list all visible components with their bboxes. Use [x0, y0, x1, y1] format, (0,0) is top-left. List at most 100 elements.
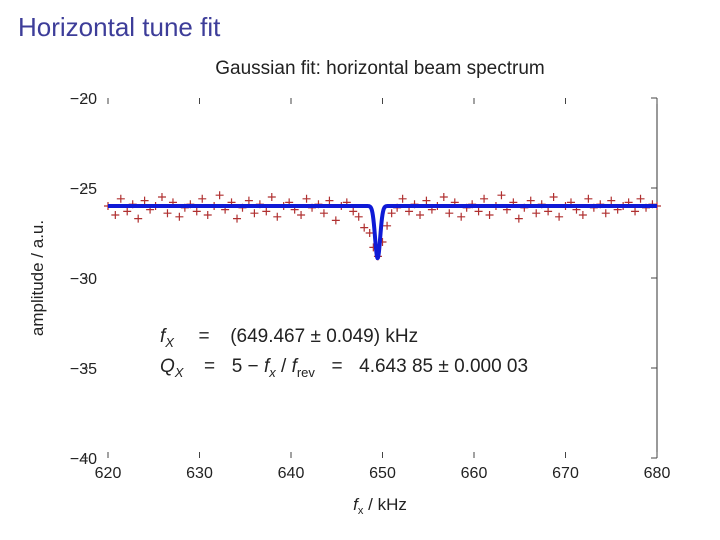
ann2-var: Q: [160, 356, 175, 377]
data-point: [549, 193, 558, 201]
ann2-const: 5: [231, 356, 243, 377]
ann1-err: 0.049: [326, 326, 374, 347]
ann2-rsub: rev: [296, 364, 315, 380]
ann2-value: 4.643 85: [359, 356, 434, 377]
data-point: [601, 209, 610, 218]
gaussian-fit-line: [106, 204, 659, 261]
data-point: [584, 194, 593, 203]
ann2-err: 0.000 03: [454, 356, 529, 377]
ann2-minus: −: [247, 356, 259, 377]
ann2-eq2: =: [331, 356, 343, 377]
data-point: [175, 212, 184, 221]
data-point: [349, 207, 358, 216]
x-tick-label: 630: [186, 465, 213, 482]
fit-result-line-2: QX = 5 − fx / frev = 4.643 85 ± 0.000 03: [160, 356, 528, 380]
data-point: [267, 193, 276, 201]
data-point: [244, 196, 253, 205]
y-tick-label: −30: [70, 271, 97, 288]
data-point: [526, 196, 535, 205]
data-point: [215, 191, 224, 200]
data-point: [422, 196, 431, 205]
x-tick-label: 660: [461, 465, 488, 482]
fit-result-line-1: fX = (649.467 ± 0.049) kHz: [160, 326, 418, 350]
slide-title: Horizontal tune fit: [18, 12, 221, 42]
data-point: [405, 207, 414, 216]
ann1-var: f: [160, 326, 166, 347]
data-point: [445, 209, 454, 218]
data-point: [480, 194, 489, 203]
data-point: [555, 212, 564, 221]
ann1-close: ): [373, 326, 381, 347]
x-tick-label: 650: [369, 465, 396, 482]
data-point: [111, 211, 120, 219]
data-point: [157, 193, 166, 201]
x-tick-label: 680: [644, 465, 671, 482]
data-point: [607, 196, 616, 205]
ann2-fsub: x: [269, 364, 276, 380]
x-axis-label-var: f: [353, 495, 360, 514]
y-tick-label: −35: [70, 361, 97, 378]
data-point: [198, 194, 207, 203]
ann1-unit: kHz: [385, 326, 419, 347]
data-point: [485, 211, 494, 219]
ann1-eq: =: [198, 326, 210, 347]
data-point: [297, 211, 306, 219]
data-point: [439, 193, 448, 201]
data-point: [360, 223, 369, 232]
data-point: [365, 229, 374, 237]
data-point: [140, 196, 149, 205]
y-axis-label: amplitude / a.u.: [28, 220, 47, 336]
data-point: [578, 211, 587, 219]
data-point: [302, 194, 311, 203]
data-point: [134, 214, 143, 223]
data-point: [544, 207, 553, 216]
x-axis: 620 630 640 650 660 670 680: [95, 98, 671, 482]
ann2-pm: ±: [438, 356, 449, 377]
data-point: [331, 216, 340, 225]
data-point: [319, 209, 328, 218]
ann1-open: (: [230, 326, 237, 347]
x-tick-label: 620: [95, 465, 122, 482]
ann2-eq: =: [204, 356, 216, 377]
ann2-rvar: f: [291, 356, 297, 377]
ann1-sub: X: [165, 334, 174, 350]
data-point: [383, 221, 392, 230]
x-axis-label-unit: kHz: [378, 495, 407, 514]
data-point: [474, 207, 483, 216]
data-point: [250, 209, 259, 218]
x-axis-label-sub: x: [358, 505, 364, 517]
data-point: [123, 207, 132, 216]
data-point: [203, 211, 212, 219]
ann1-value: 649.467: [236, 326, 306, 347]
data-point: [163, 209, 172, 218]
data-point: [273, 212, 282, 221]
y-tick-label: −25: [70, 181, 97, 198]
y-tick-label: −20: [70, 91, 97, 108]
data-point: [497, 191, 506, 200]
y-axis: −20 −25 −30 −35 −40: [70, 91, 657, 468]
data-point: [387, 209, 396, 218]
ann2-sub: X: [174, 364, 184, 380]
data-point: [514, 214, 523, 223]
data-point: [398, 194, 407, 203]
x-tick-label: 640: [278, 465, 305, 482]
data-point: [192, 207, 201, 216]
x-axis-label: fx / kHz: [353, 495, 407, 517]
data-point: [116, 194, 125, 203]
data-point: [416, 211, 425, 219]
data-point: [354, 212, 363, 221]
x-axis-label-slash: /: [363, 495, 377, 514]
data-point: [636, 194, 645, 203]
ann2-slash: /: [281, 356, 287, 377]
chart-title: Gaussian fit: horizontal beam spectrum: [215, 58, 545, 79]
ann2-fvar: f: [263, 356, 270, 377]
y-tick-label: −40: [70, 451, 97, 468]
data-point: [233, 214, 242, 223]
data-point: [262, 207, 271, 216]
data-point: [631, 207, 640, 216]
x-tick-label: 670: [552, 465, 579, 482]
data-point: [532, 209, 541, 218]
data-point: [457, 212, 466, 221]
data-point: [325, 196, 334, 205]
